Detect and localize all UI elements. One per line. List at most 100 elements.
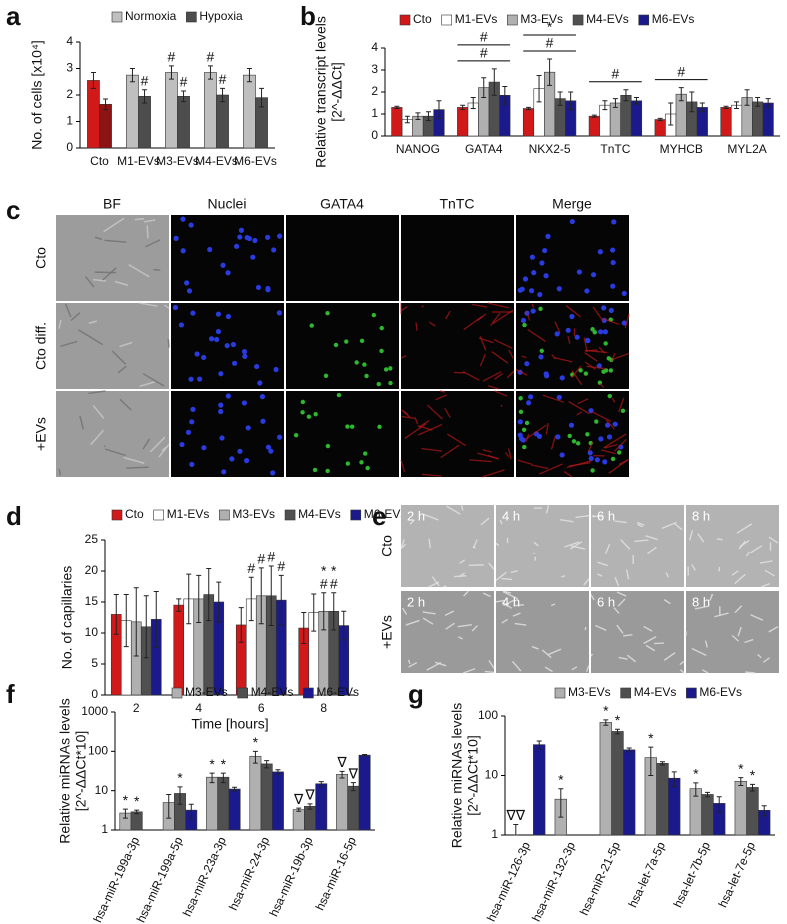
row-label: +EVs <box>33 417 49 451</box>
tube <box>459 559 466 564</box>
tube <box>625 569 630 580</box>
cell <box>207 246 213 253</box>
fiber <box>603 318 620 326</box>
tube <box>510 570 519 574</box>
cell <box>598 329 604 335</box>
fiber <box>565 304 581 318</box>
error-bar <box>626 747 632 753</box>
micrograph <box>171 215 284 301</box>
cell <box>229 456 235 462</box>
cell <box>362 362 367 367</box>
error-bar <box>602 100 608 111</box>
error-bar <box>246 68 252 83</box>
tube <box>663 652 676 661</box>
significance-mark: # <box>277 558 285 574</box>
cell <box>606 356 611 361</box>
y-axis-label: [2^-ΔΔCt*10] <box>465 735 481 816</box>
cell <box>265 287 271 293</box>
cell <box>556 286 562 292</box>
tube <box>590 653 593 657</box>
micrograph <box>56 390 170 477</box>
bar <box>533 744 546 836</box>
cell <box>388 380 393 386</box>
tube <box>585 665 590 672</box>
error-bar <box>142 89 148 104</box>
cell <box>592 330 597 335</box>
cell <box>598 436 604 442</box>
cell <box>306 414 312 419</box>
tube <box>691 647 707 657</box>
cell <box>371 312 377 318</box>
error-bar <box>296 807 302 812</box>
error-bar <box>339 770 345 779</box>
cell <box>208 336 215 342</box>
image-background <box>171 215 284 301</box>
cell <box>377 424 382 430</box>
fiber <box>490 312 501 326</box>
fiber <box>400 355 407 359</box>
cell <box>186 288 193 294</box>
tube <box>643 635 657 645</box>
cell <box>607 393 612 399</box>
error-bar <box>425 111 431 122</box>
image-background <box>401 303 514 389</box>
cell <box>365 465 370 471</box>
tube <box>402 607 408 615</box>
fiber <box>145 239 161 248</box>
fiber <box>530 464 549 470</box>
cell <box>189 419 195 425</box>
legend-swatch <box>219 509 230 521</box>
panel-letter: e <box>372 501 386 531</box>
micrograph <box>401 215 514 301</box>
micrograph: 8 h <box>686 505 779 588</box>
error-bar <box>615 728 620 735</box>
tube <box>620 539 631 550</box>
cell <box>602 329 609 335</box>
y-tick-label: 10 <box>95 783 109 797</box>
y-tick-label: 2 <box>66 87 73 101</box>
image-background <box>401 591 494 673</box>
tube <box>463 590 469 597</box>
fiber <box>550 435 557 450</box>
tube <box>673 522 683 531</box>
legend-label: Hypoxia <box>199 9 243 23</box>
error-bar <box>481 77 487 98</box>
significance-mark: # <box>480 45 488 61</box>
cell <box>621 290 627 297</box>
fiber <box>567 336 571 344</box>
error-bar <box>307 803 313 810</box>
significance-mark: # <box>677 63 685 79</box>
micrograph <box>515 303 630 389</box>
tube <box>422 617 434 625</box>
legend-swatch <box>554 687 566 699</box>
bar <box>358 754 371 831</box>
micrograph <box>56 215 169 301</box>
fiber <box>111 350 127 365</box>
legend-swatch <box>153 509 164 521</box>
fiber <box>494 373 503 380</box>
error-bar <box>526 106 532 111</box>
image-label: 2 h <box>407 508 425 523</box>
cell <box>569 218 575 225</box>
cell <box>244 458 250 464</box>
tube <box>697 533 705 543</box>
cell <box>379 348 384 354</box>
cell <box>538 354 544 360</box>
error-bar <box>744 89 750 106</box>
tube <box>531 645 539 650</box>
cell <box>601 305 607 311</box>
fiber <box>421 305 424 308</box>
tube <box>422 611 436 615</box>
x-tick-label: hsa-miR-199a-3p <box>90 834 142 924</box>
cell <box>325 443 331 449</box>
fiber <box>78 329 104 346</box>
error-bar <box>207 65 213 80</box>
significance-mark: # <box>219 71 227 87</box>
cell <box>333 342 339 348</box>
cell <box>559 375 565 381</box>
cell <box>241 400 247 406</box>
tube <box>446 505 461 515</box>
y-tick-label: 1 <box>371 106 378 120</box>
y-axis-label: Relative miRNAs levels <box>57 698 73 843</box>
